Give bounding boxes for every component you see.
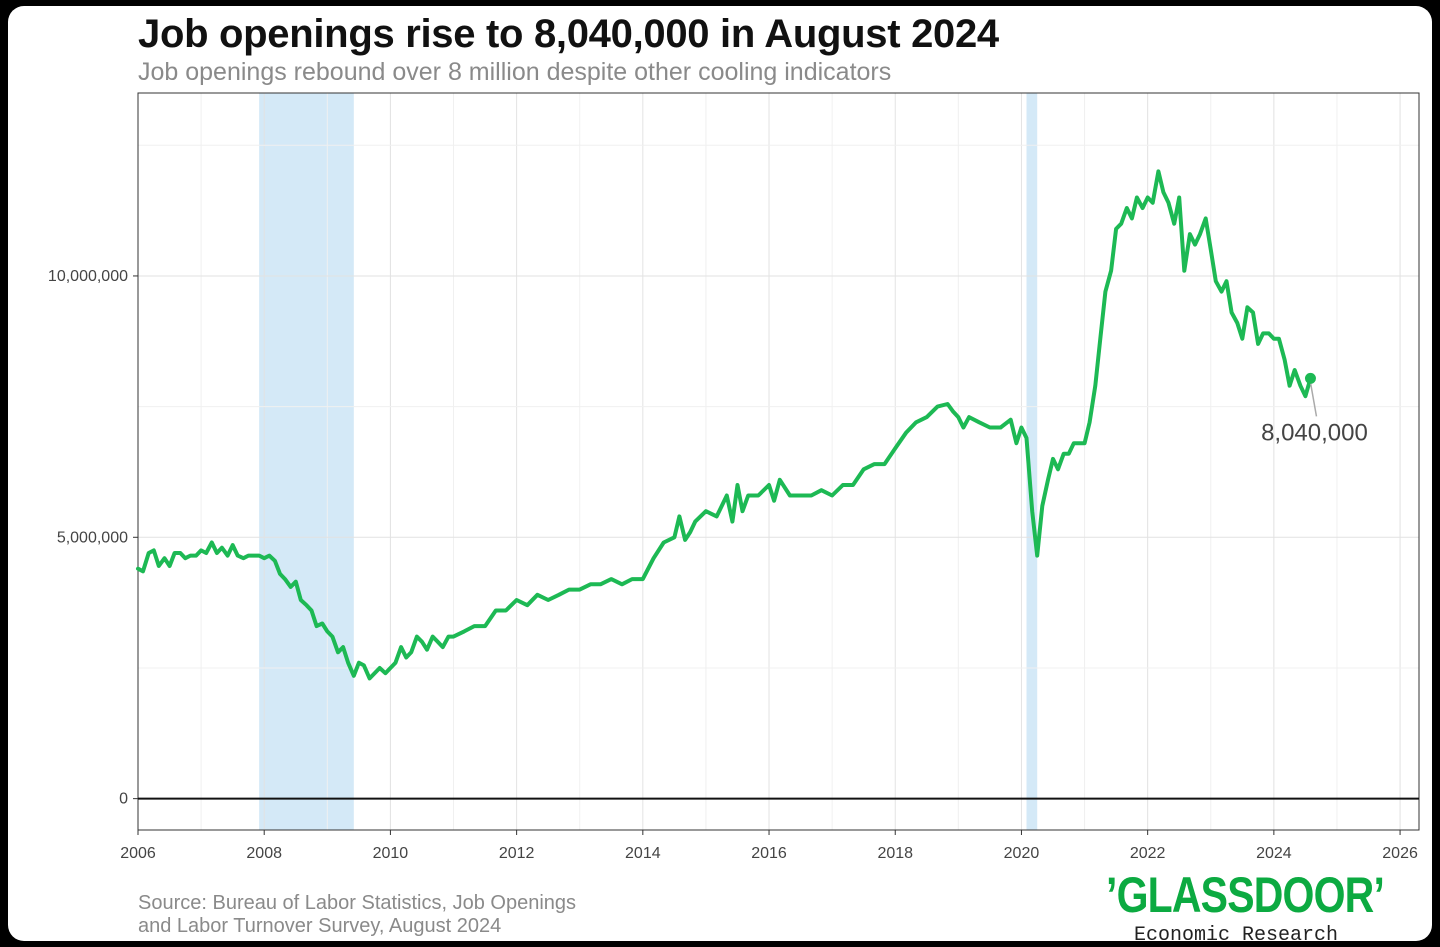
x-tick-label: 2020 [1004, 845, 1040, 862]
logo-text: GLASSDOOR [1116, 867, 1375, 923]
x-tick-label: 2008 [246, 845, 282, 862]
annotation-leader [1309, 382, 1318, 417]
line-chart: 2006 2008 2010 2012 2014 2016 2018 2020 2022 2024… [48, 92, 1420, 862]
x-tick-label: 2026 [1382, 845, 1418, 862]
job-openings-line [136, 169, 1313, 681]
x-tick-label: 2016 [751, 845, 787, 862]
x-tick-label: 2022 [1130, 845, 1166, 862]
recession-band [1026, 93, 1038, 830]
source-line-2: and Labor Turnover Survey, August 2024 [138, 915, 502, 937]
chart-subtitle: Job openings rebound over 8 million desp… [138, 58, 892, 86]
x-tick-label: 2024 [1256, 845, 1292, 862]
y-tick-label: 5,000,000 [57, 529, 128, 546]
plot-border [137, 92, 1420, 831]
annotation-label: 8,040,000 [1261, 419, 1368, 446]
y-tick-label: 10,000,000 [48, 268, 128, 285]
x-tick-label: 2010 [373, 845, 409, 862]
source-note: Source: Bureau of Labor Statistics, Job … [138, 892, 576, 938]
x-tick-label: 2006 [120, 845, 156, 862]
source-line-1: Source: Bureau of Labor Statistics, Job … [138, 892, 577, 914]
chart-title: Job openings rise to 8,040,000 in August… [138, 12, 999, 56]
last-point-marker [1304, 372, 1316, 384]
logo-subtext: Economic Research [1134, 924, 1339, 941]
glassdoor-logo: ’GLASSDOOR’ [1106, 867, 1385, 923]
x-tick-label: 2014 [625, 845, 661, 862]
chart-card: Job openings rise to 8,040,000 in August… [8, 6, 1432, 941]
x-tick-label: 2012 [499, 845, 535, 862]
y-tick-label: 0 [119, 791, 128, 808]
recession-band [259, 93, 354, 830]
x-tick-label: 2018 [877, 845, 913, 862]
